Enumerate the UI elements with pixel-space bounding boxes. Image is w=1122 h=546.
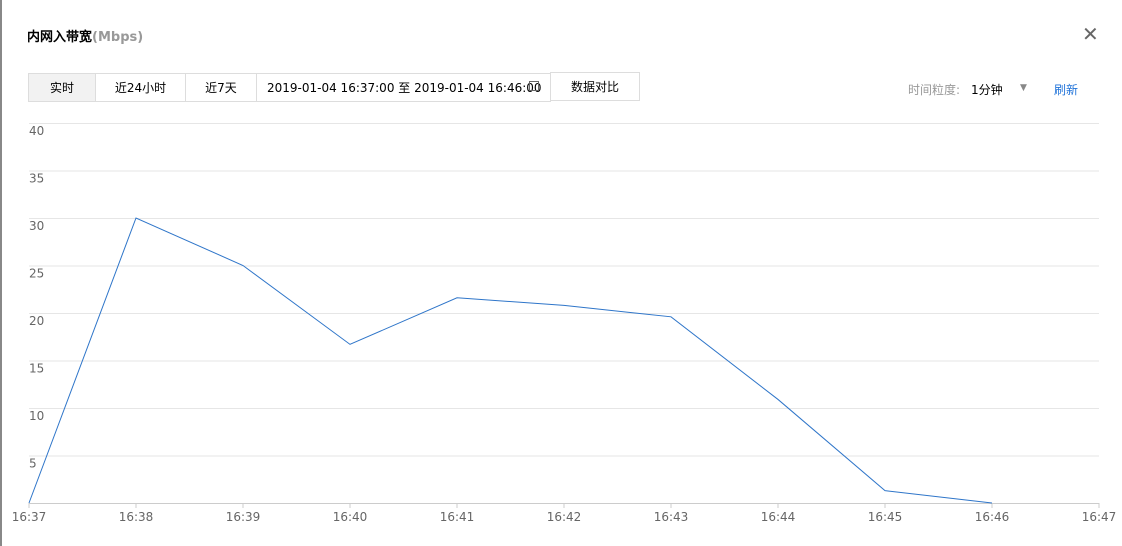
x-tick-label: 16:38 — [119, 510, 154, 524]
x-tick-label: 16:44 — [761, 510, 796, 524]
tab-realtime[interactable]: 实时 — [28, 73, 96, 102]
x-tick-label: 16:45 — [868, 510, 903, 524]
granularity-label: 时间粒度: — [908, 83, 961, 97]
x-tick-label: 16:41 — [440, 510, 475, 524]
data-line — [28, 217, 993, 504]
y-tick-label: 25 — [29, 267, 44, 281]
x-tick-label: 16:40 — [333, 510, 368, 524]
x-tick-label: 16:47 — [1082, 510, 1117, 524]
compare-button[interactable]: 数据对比 — [550, 72, 640, 101]
y-tick-label: 40 — [29, 124, 44, 138]
calendar-icon[interactable] — [529, 81, 539, 91]
x-tick-label: 16:42 — [547, 510, 582, 524]
close-button[interactable]: ✕ — [1082, 22, 1099, 46]
y-tick-label: 30 — [29, 219, 44, 233]
tab-7d[interactable]: 近7天 — [185, 73, 257, 102]
y-tick-label: 15 — [29, 362, 44, 376]
x-tick-label: 16:39 — [226, 510, 261, 524]
tab-24h[interactable]: 近24小时 — [95, 73, 186, 102]
x-tick-label: 16:43 — [654, 510, 689, 524]
granularity-select[interactable]: 1分钟 — [971, 83, 1003, 97]
dropdown-arrow[interactable]: ▼ — [1020, 83, 1027, 93]
date-range[interactable]: 2019-01-04 16:37:00 至 2019-01-04 16:46:0… — [256, 73, 551, 102]
y-tick-label: 20 — [29, 314, 44, 328]
title-unit: (Mbps) — [92, 30, 144, 45]
panel-title: 内网入带宽(Mbps) — [27, 26, 143, 45]
y-tick-label: 5 — [29, 457, 37, 471]
y-tick-label: 35 — [29, 172, 44, 186]
x-tick-label: 16:37 — [12, 510, 47, 524]
refresh-link[interactable]: 刷新 — [1054, 83, 1079, 97]
y-tick-label: 10 — [29, 409, 44, 423]
title-text: 内网入带宽 — [27, 30, 93, 45]
x-tick-label: 16:46 — [975, 510, 1010, 524]
